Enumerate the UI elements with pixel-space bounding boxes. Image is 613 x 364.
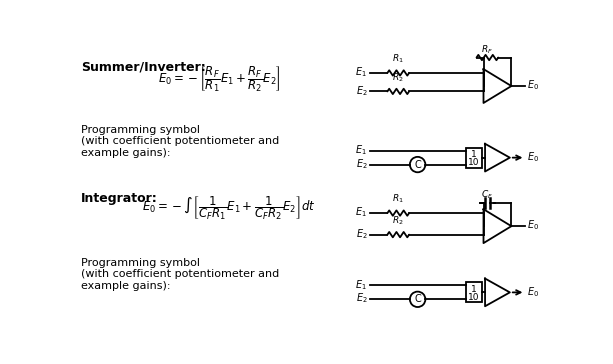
Text: $E_0 = -\left[\dfrac{R_F}{R_1}E_1 + \dfrac{R_F}{R_2}E_2\right]$: $E_0 = -\left[\dfrac{R_F}{R_1}E_1 + \dfr… — [158, 64, 281, 94]
Text: $E_2$: $E_2$ — [356, 157, 367, 171]
Text: $E_1$: $E_1$ — [356, 65, 367, 79]
Text: C: C — [414, 294, 421, 304]
Text: 1: 1 — [471, 285, 477, 294]
Text: $R_2$: $R_2$ — [392, 71, 404, 84]
Text: $E_1$: $E_1$ — [356, 205, 367, 219]
Text: $E_0 = -\int\left[\dfrac{1}{C_F R_1}E_1 + \dfrac{1}{C_F R_2}E_2\right]dt$: $E_0 = -\int\left[\dfrac{1}{C_F R_1}E_1 … — [142, 195, 316, 222]
Text: Integrator:: Integrator: — [82, 191, 158, 205]
Text: $R_F$: $R_F$ — [481, 44, 493, 56]
Text: Summer/Inverter:: Summer/Inverter: — [82, 61, 206, 74]
Text: $E_0$: $E_0$ — [527, 285, 539, 298]
Bar — [466, 148, 482, 168]
Text: $R_1$: $R_1$ — [392, 193, 404, 205]
Text: $E_1$: $E_1$ — [356, 278, 367, 292]
Text: 10: 10 — [468, 293, 480, 301]
Text: (with coefficient potentiometer and: (with coefficient potentiometer and — [82, 269, 280, 279]
Text: $E_0$: $E_0$ — [527, 218, 539, 232]
Text: 10: 10 — [468, 158, 480, 167]
Text: $E_1$: $E_1$ — [356, 143, 367, 157]
Text: example gains):: example gains): — [82, 281, 171, 291]
Text: C: C — [414, 159, 421, 170]
Text: $R_2$: $R_2$ — [392, 214, 404, 227]
Text: $E_2$: $E_2$ — [356, 227, 367, 241]
Text: $E_2$: $E_2$ — [356, 292, 367, 305]
Text: $C_F$: $C_F$ — [481, 188, 493, 201]
Text: (with coefficient potentiometer and: (with coefficient potentiometer and — [82, 136, 280, 146]
Text: 1: 1 — [471, 150, 477, 159]
Text: $E_0$: $E_0$ — [527, 150, 539, 164]
Text: example gains):: example gains): — [82, 148, 171, 158]
Text: Programming symbol: Programming symbol — [82, 124, 200, 135]
Text: Programming symbol: Programming symbol — [82, 258, 200, 268]
Text: $E_0$: $E_0$ — [527, 78, 539, 92]
Bar — [466, 282, 482, 302]
Text: $E_2$: $E_2$ — [356, 84, 367, 98]
Text: $R_1$: $R_1$ — [392, 53, 404, 65]
